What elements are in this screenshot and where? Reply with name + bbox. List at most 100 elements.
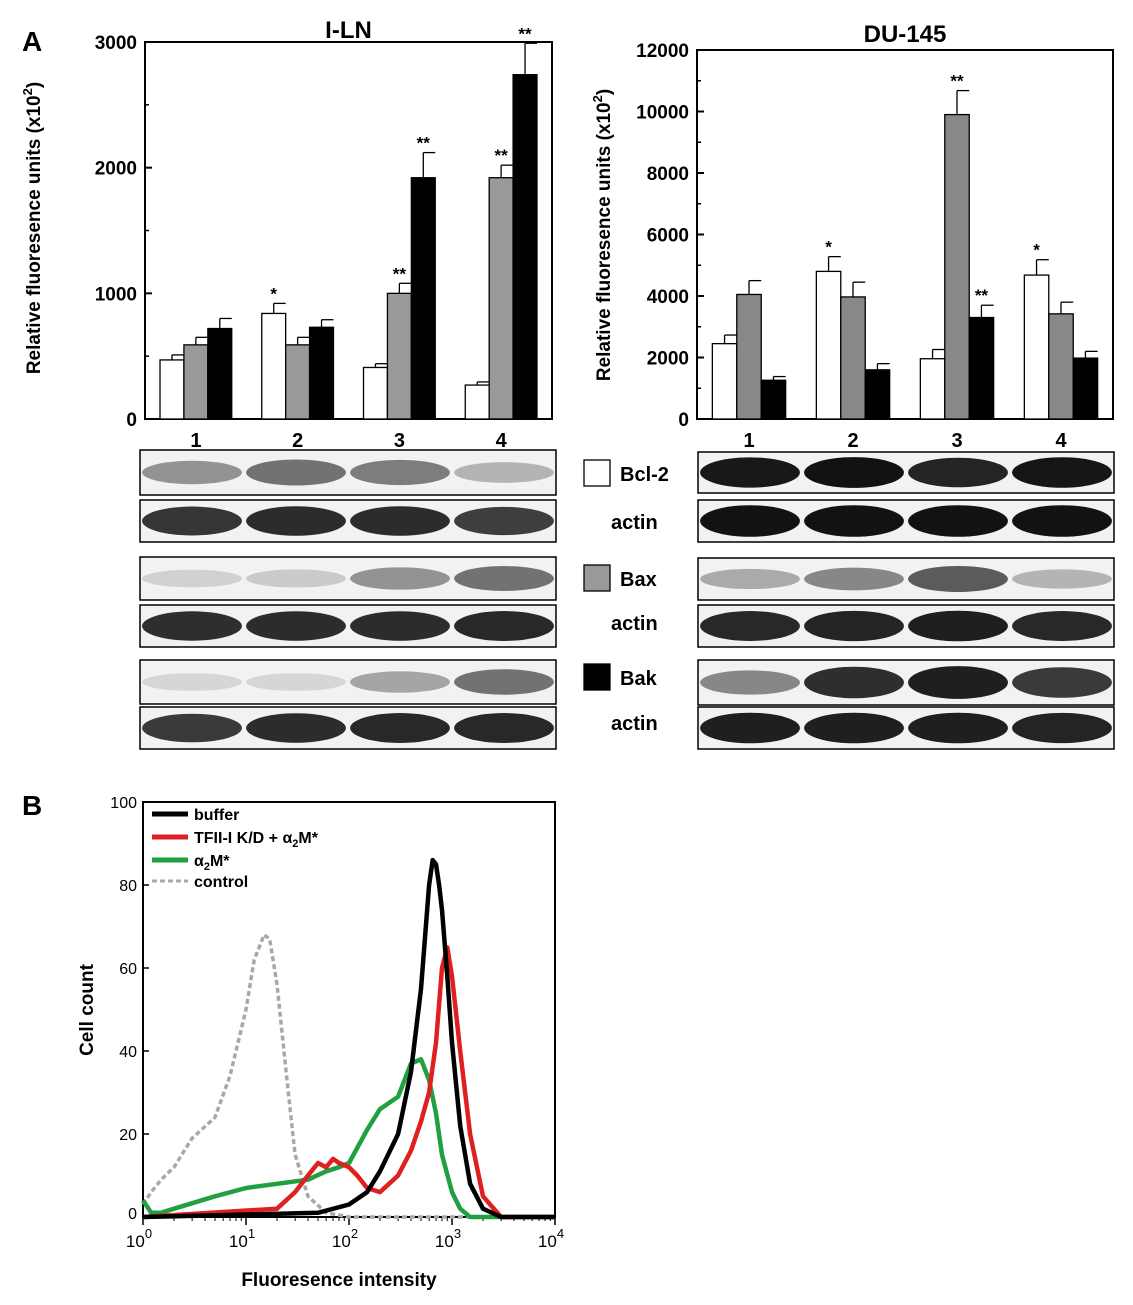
series-line-control — [141, 933, 555, 1219]
x-tick-exp: 4 — [557, 1226, 564, 1241]
blot-label-actin3: actin — [611, 713, 658, 735]
y-axis-label-text: Relative fluoresence units (x10 — [24, 95, 45, 374]
bar-bcl-2-3 — [362, 366, 389, 420]
y-axis-label-sup: 2 — [20, 88, 35, 95]
x-tick-exp: 1 — [248, 1226, 255, 1241]
x-tick-label: 4 — [496, 430, 508, 452]
blot-band — [246, 569, 346, 588]
y-tick-label: 40 — [119, 1044, 137, 1061]
series-line-tfii-i-k-d-m- — [142, 945, 555, 1220]
y-axis-label-end: ) — [24, 82, 45, 88]
blot-band — [1012, 712, 1112, 744]
blot-band — [454, 566, 554, 591]
blot-band — [1012, 457, 1112, 488]
bar-bcl-2-2 — [261, 312, 287, 420]
blot-band — [350, 671, 450, 693]
legend-label: α2M* — [194, 853, 230, 873]
panel-label-a: A — [22, 26, 42, 57]
legend-label-end: M* — [210, 853, 230, 870]
blot-band — [142, 569, 242, 588]
blot-band — [908, 712, 1008, 744]
blot-band — [454, 506, 554, 536]
blot-band — [246, 713, 346, 743]
blot-band — [350, 611, 450, 641]
y-tick-label: 20 — [119, 1127, 137, 1144]
significance-marker: ** — [417, 134, 431, 153]
legend-swatch-bax — [583, 564, 611, 592]
bar-bak-4 — [1072, 357, 1099, 420]
blot-labels: Bcl-2 actin Bax actin Bak actin — [583, 459, 669, 735]
blot-label-bcl2: Bcl-2 — [620, 464, 669, 486]
legend-label-main: TFII-I K/D + α — [194, 830, 292, 847]
legend-label-main: α — [194, 853, 204, 870]
significance-marker: ** — [975, 286, 989, 305]
x-axis-label: Fluoresence intensity — [241, 1270, 437, 1291]
blot-band — [454, 611, 554, 641]
x-tick-exp: 3 — [454, 1226, 461, 1241]
blot-band — [700, 568, 800, 590]
y-tick-label: 6000 — [647, 226, 689, 247]
blot-band — [908, 666, 1008, 699]
blot-band — [804, 567, 904, 591]
bar-bcl-2-1 — [159, 359, 185, 420]
blot-band — [246, 506, 346, 536]
bar-bak-2 — [864, 369, 891, 420]
bar-bcl-2-4 — [1023, 274, 1050, 420]
blot-label-actin2: actin — [611, 613, 658, 635]
legend-swatch-bak — [583, 663, 611, 691]
y-axis-label: Cell count — [77, 963, 98, 1056]
blot-band — [350, 459, 450, 486]
blot-band — [700, 457, 800, 488]
y-tick-label: 0 — [678, 410, 689, 431]
y-tick-label: 2000 — [647, 349, 689, 370]
blot-band — [454, 669, 554, 695]
series-line--m- — [141, 1057, 555, 1220]
legend-label: TFII-I K/D + α2M* — [194, 830, 319, 850]
bar-bcl-2-2 — [815, 270, 842, 420]
blot-band — [908, 505, 1008, 537]
bar-bax-1 — [736, 293, 762, 420]
x-tick-label: 1 — [743, 430, 754, 452]
significance-marker: * — [1033, 241, 1040, 260]
blot-band — [1012, 611, 1112, 641]
y-tick-label: 2000 — [95, 159, 137, 180]
y-tick-label: 0 — [126, 410, 137, 431]
y-tick-label: 8000 — [647, 164, 689, 185]
x-tick-label: 102 — [332, 1226, 358, 1251]
bar-bak-4 — [512, 74, 538, 420]
bar-bak-1 — [207, 327, 233, 420]
y-tick-label: 10000 — [636, 103, 689, 124]
blot-band — [908, 565, 1008, 593]
blot-band — [700, 670, 800, 695]
blot-band — [246, 673, 346, 691]
x-tick-base: 10 — [332, 1232, 351, 1251]
legend-label-end: M* — [298, 830, 318, 847]
series-line-buffer — [142, 857, 555, 1220]
blot-band — [246, 459, 346, 486]
bar-bax-4 — [1048, 313, 1074, 420]
y-tick-label: 3000 — [95, 33, 137, 54]
blot-band — [804, 505, 904, 537]
x-tick-exp: 2 — [351, 1226, 358, 1241]
significance-marker: * — [270, 284, 277, 303]
panel-label-b: B — [22, 790, 42, 821]
y-tick-label: 4000 — [647, 287, 689, 308]
blot-label-bax: Bax — [620, 569, 657, 591]
legend-label: buffer — [194, 807, 239, 824]
bar-bax-3 — [386, 292, 412, 420]
y-axis-label: Relative fluoresence units (x102) — [20, 82, 45, 374]
significance-marker: * — [825, 238, 832, 257]
bar-bak-3 — [968, 316, 995, 420]
significance-marker: ** — [518, 24, 532, 43]
blot-band — [804, 666, 904, 699]
blot-band — [804, 610, 904, 642]
x-tick-label: 103 — [435, 1226, 461, 1251]
bar-bak-1 — [760, 379, 787, 420]
bar-bax-4 — [488, 177, 514, 420]
blot-band — [908, 610, 1008, 642]
x-tick-label: 4 — [1055, 430, 1067, 452]
